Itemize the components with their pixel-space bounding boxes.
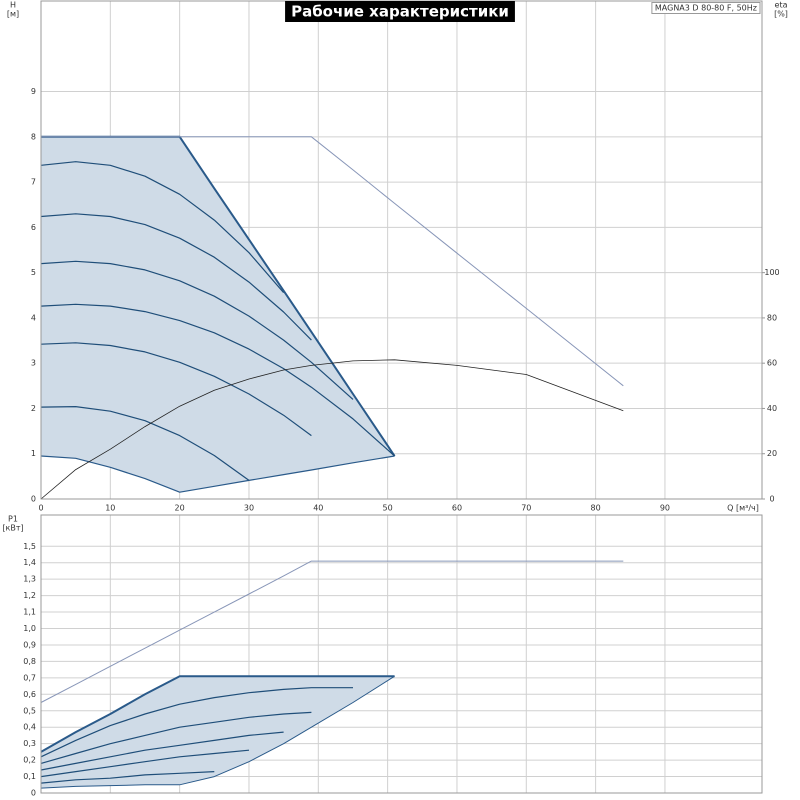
- x-tick-label: 30: [244, 504, 254, 513]
- y-tick-label: 1,5: [23, 542, 36, 551]
- fill-layer: [41, 136, 395, 493]
- y2-tick-label: 100: [764, 268, 779, 277]
- x-tick-label: 50: [383, 504, 393, 513]
- x-tick-label: 70: [521, 504, 531, 513]
- y-tick-label: 0,8: [23, 657, 36, 666]
- curve: [40, 359, 624, 500]
- y2-tick-label: 20: [767, 449, 777, 458]
- y-tick-label: 0,5: [23, 706, 36, 715]
- y-tick-label: 3: [31, 359, 36, 368]
- curve: [40, 711, 312, 764]
- x-tick-label: 20: [175, 504, 185, 513]
- x-tick-label: 90: [660, 504, 670, 513]
- x-tick-label: 40: [313, 504, 323, 513]
- range-area: [41, 136, 395, 493]
- y-tick-label: 9: [31, 87, 36, 96]
- y-tick-label: 0,9: [23, 640, 36, 649]
- curve: [40, 260, 354, 400]
- y-tick-label: 4: [31, 313, 36, 322]
- y2-tick-label: 60: [767, 359, 777, 368]
- y-tick-label: 0,4: [23, 723, 36, 732]
- curve: [40, 675, 395, 789]
- y-tick-label: 1,0: [23, 624, 36, 633]
- lines-layer: [40, 560, 624, 789]
- y2-axis-unit: [%]: [774, 10, 788, 19]
- x-axis-label: Q [м³/ч]: [727, 504, 759, 513]
- y2-tick-label: 0: [769, 495, 774, 504]
- y-tick-label: 8: [31, 132, 36, 141]
- y-tick-label: 7: [31, 178, 36, 187]
- curve: [40, 771, 215, 784]
- curve: [40, 675, 395, 753]
- x-tick-label: 80: [591, 504, 601, 513]
- curve: [40, 731, 284, 771]
- curve: [40, 749, 250, 778]
- y-tick-label: 1,2: [23, 591, 36, 600]
- x-tick-label: 60: [452, 504, 462, 513]
- y2-axis-label: eta: [775, 1, 788, 10]
- axis-layer: 0 0,1 0,2 0,3 0,4 0,5 0,6 0,7 0,8 0,9 1,0 1,1 1,2 1,3…: [2, 514, 763, 798]
- curve: [40, 161, 285, 293]
- lines-layer: [40, 135, 624, 500]
- y-axis-label: H: [10, 1, 16, 10]
- y-tick-label: 0: [31, 495, 36, 504]
- curve: [41, 136, 624, 387]
- y-tick-label: 0,1: [23, 772, 36, 781]
- axis-layer: 0 10 20 30 40 50 60 70 80 90012345678902040608010…: [7, 0, 788, 513]
- y-tick-label: 0: [31, 789, 36, 798]
- chart-title: Рабочие характеристики: [291, 3, 509, 21]
- model-label: MAGNA3 D 80-80 F, 50Hz: [655, 4, 757, 13]
- y-axis-unit: [кВт]: [2, 524, 23, 533]
- y2-tick-label: 40: [767, 404, 777, 413]
- curve: [40, 687, 353, 758]
- curve: [40, 560, 624, 703]
- y-tick-label: 1,3: [23, 575, 36, 584]
- curve: [40, 455, 395, 493]
- y-tick-label: 0,7: [23, 673, 36, 682]
- y-tick-label: 0,6: [23, 690, 36, 699]
- y2-tick-label: 80: [767, 313, 777, 322]
- y-tick-label: 0,3: [23, 739, 36, 748]
- curve: [40, 342, 312, 437]
- plot-frame: [40, 514, 763, 794]
- curve: [40, 406, 250, 481]
- y-tick-label: 1,1: [23, 608, 36, 617]
- model-box: [651, 2, 761, 14]
- y-axis-unit: [м]: [7, 10, 19, 19]
- curve: [40, 213, 312, 341]
- curve: [40, 303, 395, 457]
- y-tick-label: 2: [31, 404, 36, 413]
- y-tick-label: 1: [31, 449, 36, 458]
- y-tick-label: 6: [31, 223, 36, 232]
- y-tick-label: 0,2: [23, 756, 36, 765]
- y-tick-label: 1,4: [23, 558, 36, 567]
- y-tick-label: 5: [31, 268, 36, 277]
- x-tick-label: 0: [38, 504, 43, 513]
- x-tick-label: 10: [105, 504, 115, 513]
- title-box: [285, 1, 515, 22]
- y-axis-label: P1: [8, 515, 18, 524]
